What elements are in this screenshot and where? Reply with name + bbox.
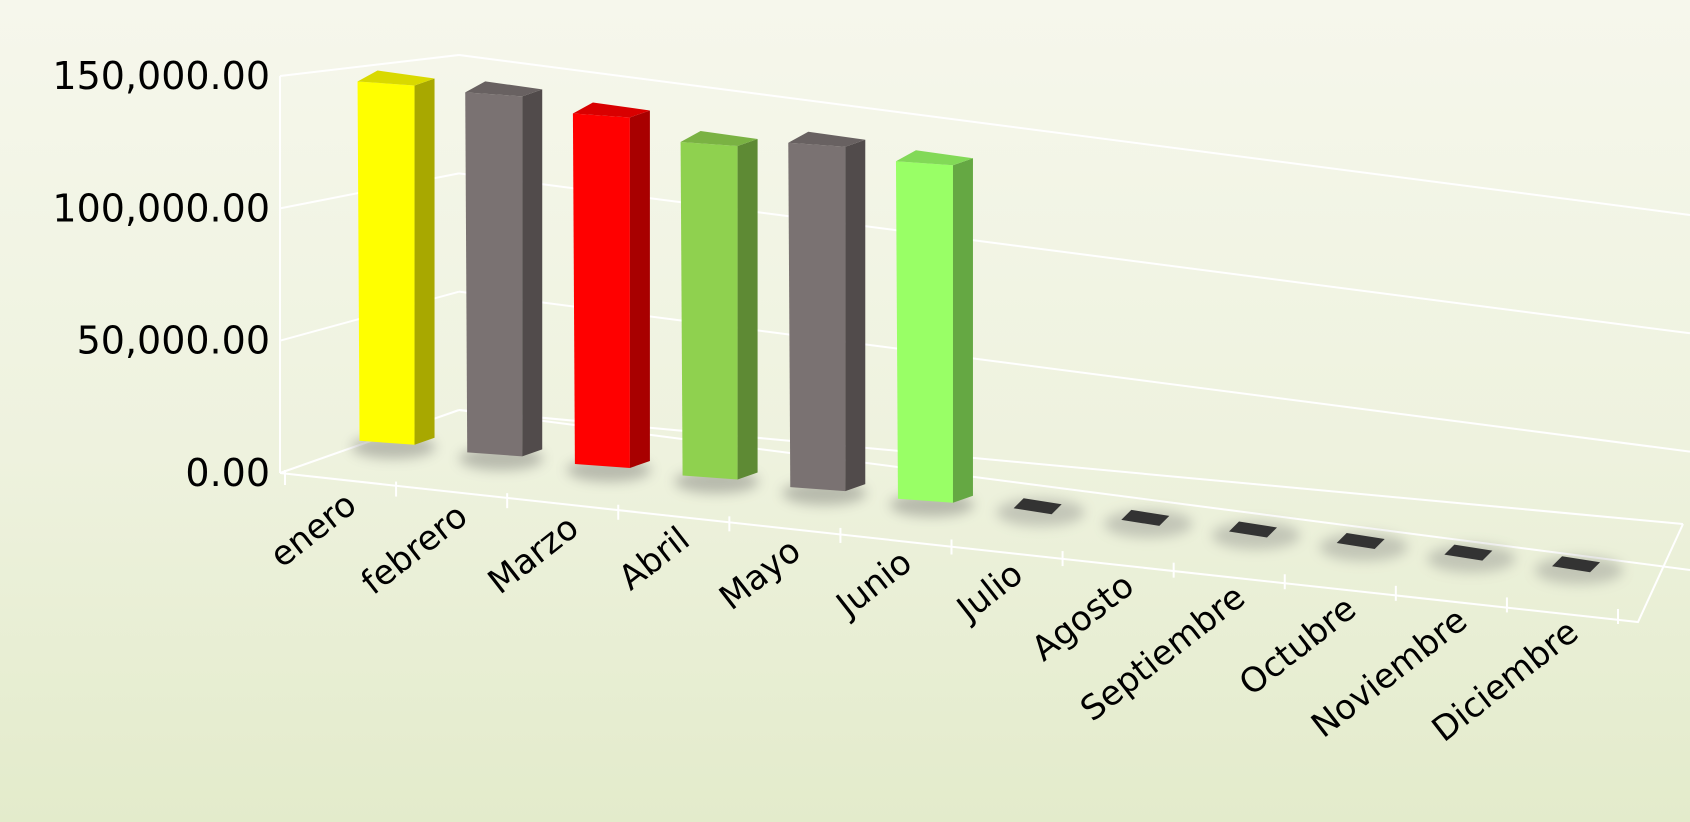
bar-enero: [351, 70, 436, 459]
chart-axes: [279, 76, 1684, 624]
x-category-label: Abril: [611, 519, 697, 598]
x-category-label: Marzo: [481, 508, 587, 603]
bar-mayo: [782, 131, 867, 506]
floor-edge: [279, 472, 1684, 624]
y-tick-label: 150,000.00: [52, 54, 270, 98]
bar-julio: [996, 498, 1085, 527]
bar-septiembre: [1212, 521, 1301, 550]
x-category-label: Agosto: [1024, 565, 1141, 669]
bar-octubre: [1319, 533, 1408, 562]
gridline: [458, 172, 1690, 335]
y-tick-label: 100,000.00: [52, 186, 270, 230]
x-category-label: Mayo: [712, 531, 808, 619]
gridline: [458, 290, 1690, 453]
bar-noviembre: [1427, 544, 1516, 573]
x-category-label: enero: [263, 484, 364, 575]
bar-febrero: [459, 81, 544, 471]
side-gridline: [279, 54, 460, 77]
x-category-label: febrero: [354, 496, 475, 603]
gridline: [458, 54, 1690, 216]
y-tick-label: 0.00: [185, 451, 270, 495]
floor-back-edge: [458, 409, 1684, 525]
y-axis-ticks: 0.00 50,000.00 100,000.00 150,000.00: [52, 54, 270, 495]
x-category-label: Julio: [948, 554, 1030, 631]
y-tick-label: 50,000.00: [77, 319, 270, 363]
bar-abril: [674, 131, 759, 494]
gridline: [458, 409, 1690, 571]
bar-marzo: [566, 102, 651, 482]
bar-agosto: [1104, 509, 1193, 538]
x-category-label: Junio: [828, 542, 920, 626]
bar-junio: [889, 150, 974, 517]
chart-bars: [351, 70, 1624, 585]
bar-diciembre: [1535, 556, 1624, 585]
